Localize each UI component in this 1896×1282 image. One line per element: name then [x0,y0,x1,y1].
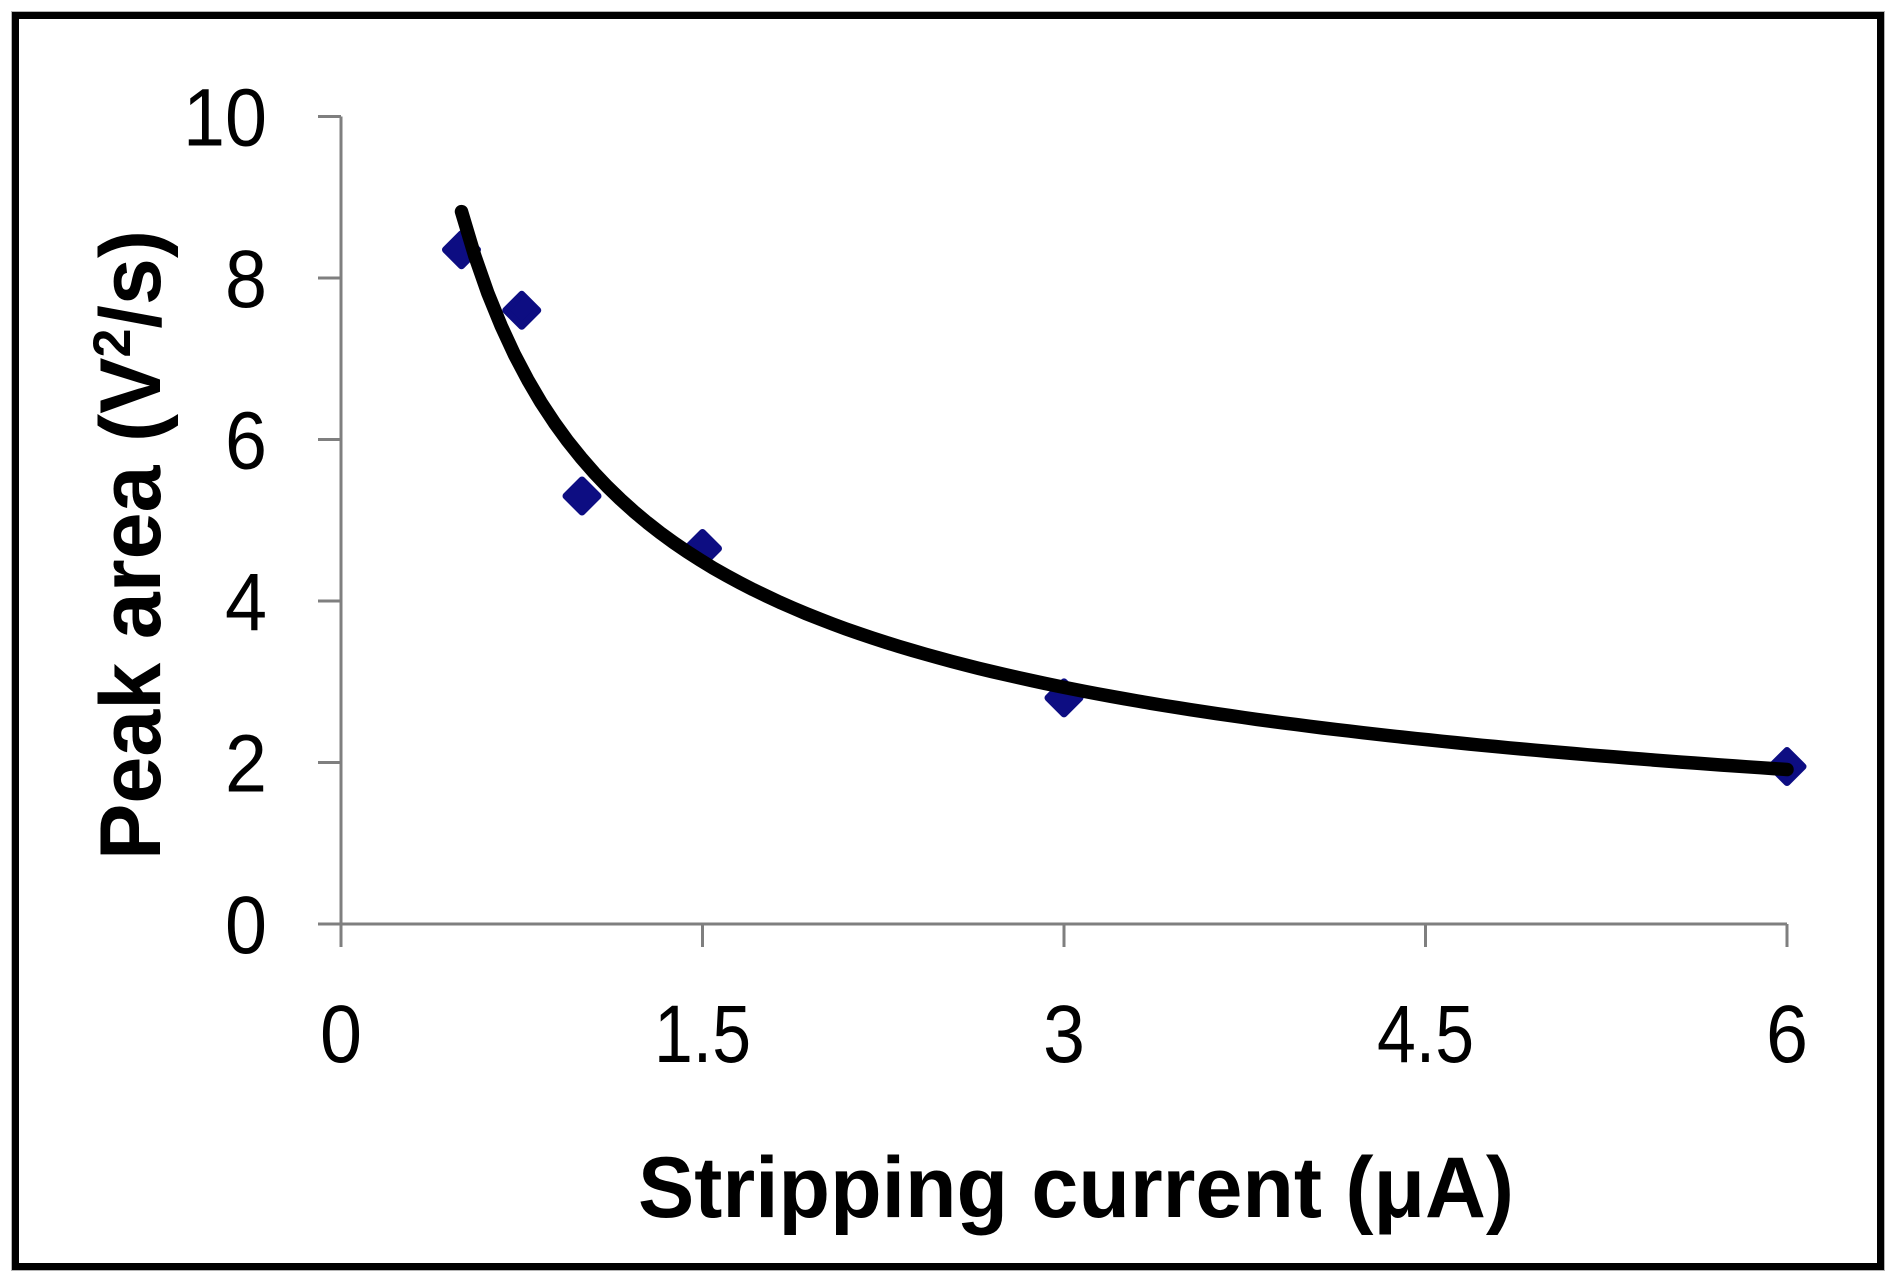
data-point-diamond [502,290,542,330]
x-tick-label: 6 [1766,989,1808,1080]
axes-layer [339,116,1787,947]
chart-border [11,11,1885,1271]
y-axis-title-superscript: 2 [83,329,142,358]
tick-labels-layer: 0 2 4 6 8 10 0 1.5 3 4.5 6 [183,73,1808,1081]
y-tick-label: 4 [225,557,267,648]
trendline-curve [454,204,1794,777]
trendline-layer [454,204,1794,777]
y-axis-title-tail: /s) [83,230,179,329]
x-tick-label: 0 [320,989,362,1080]
y-tick-label: 10 [183,73,267,164]
data-point-diamond [562,476,602,516]
x-tick-label: 3 [1043,989,1085,1080]
y-tick-label: 2 [225,719,267,810]
x-tick-label: 1.5 [654,989,751,1080]
x-tick-label: 4.5 [1377,989,1474,1080]
y-tick-label: 0 [225,880,267,971]
y-tick-label: 6 [225,396,267,487]
y-axis-title: Peak area (V2/s) [83,230,179,860]
y-tick-label: 8 [225,234,267,325]
y-axis-title-main: Peak area (V [83,358,179,860]
ticks-layer [318,115,1789,947]
x-axis-title: Stripping current (μA) [638,1140,1514,1236]
